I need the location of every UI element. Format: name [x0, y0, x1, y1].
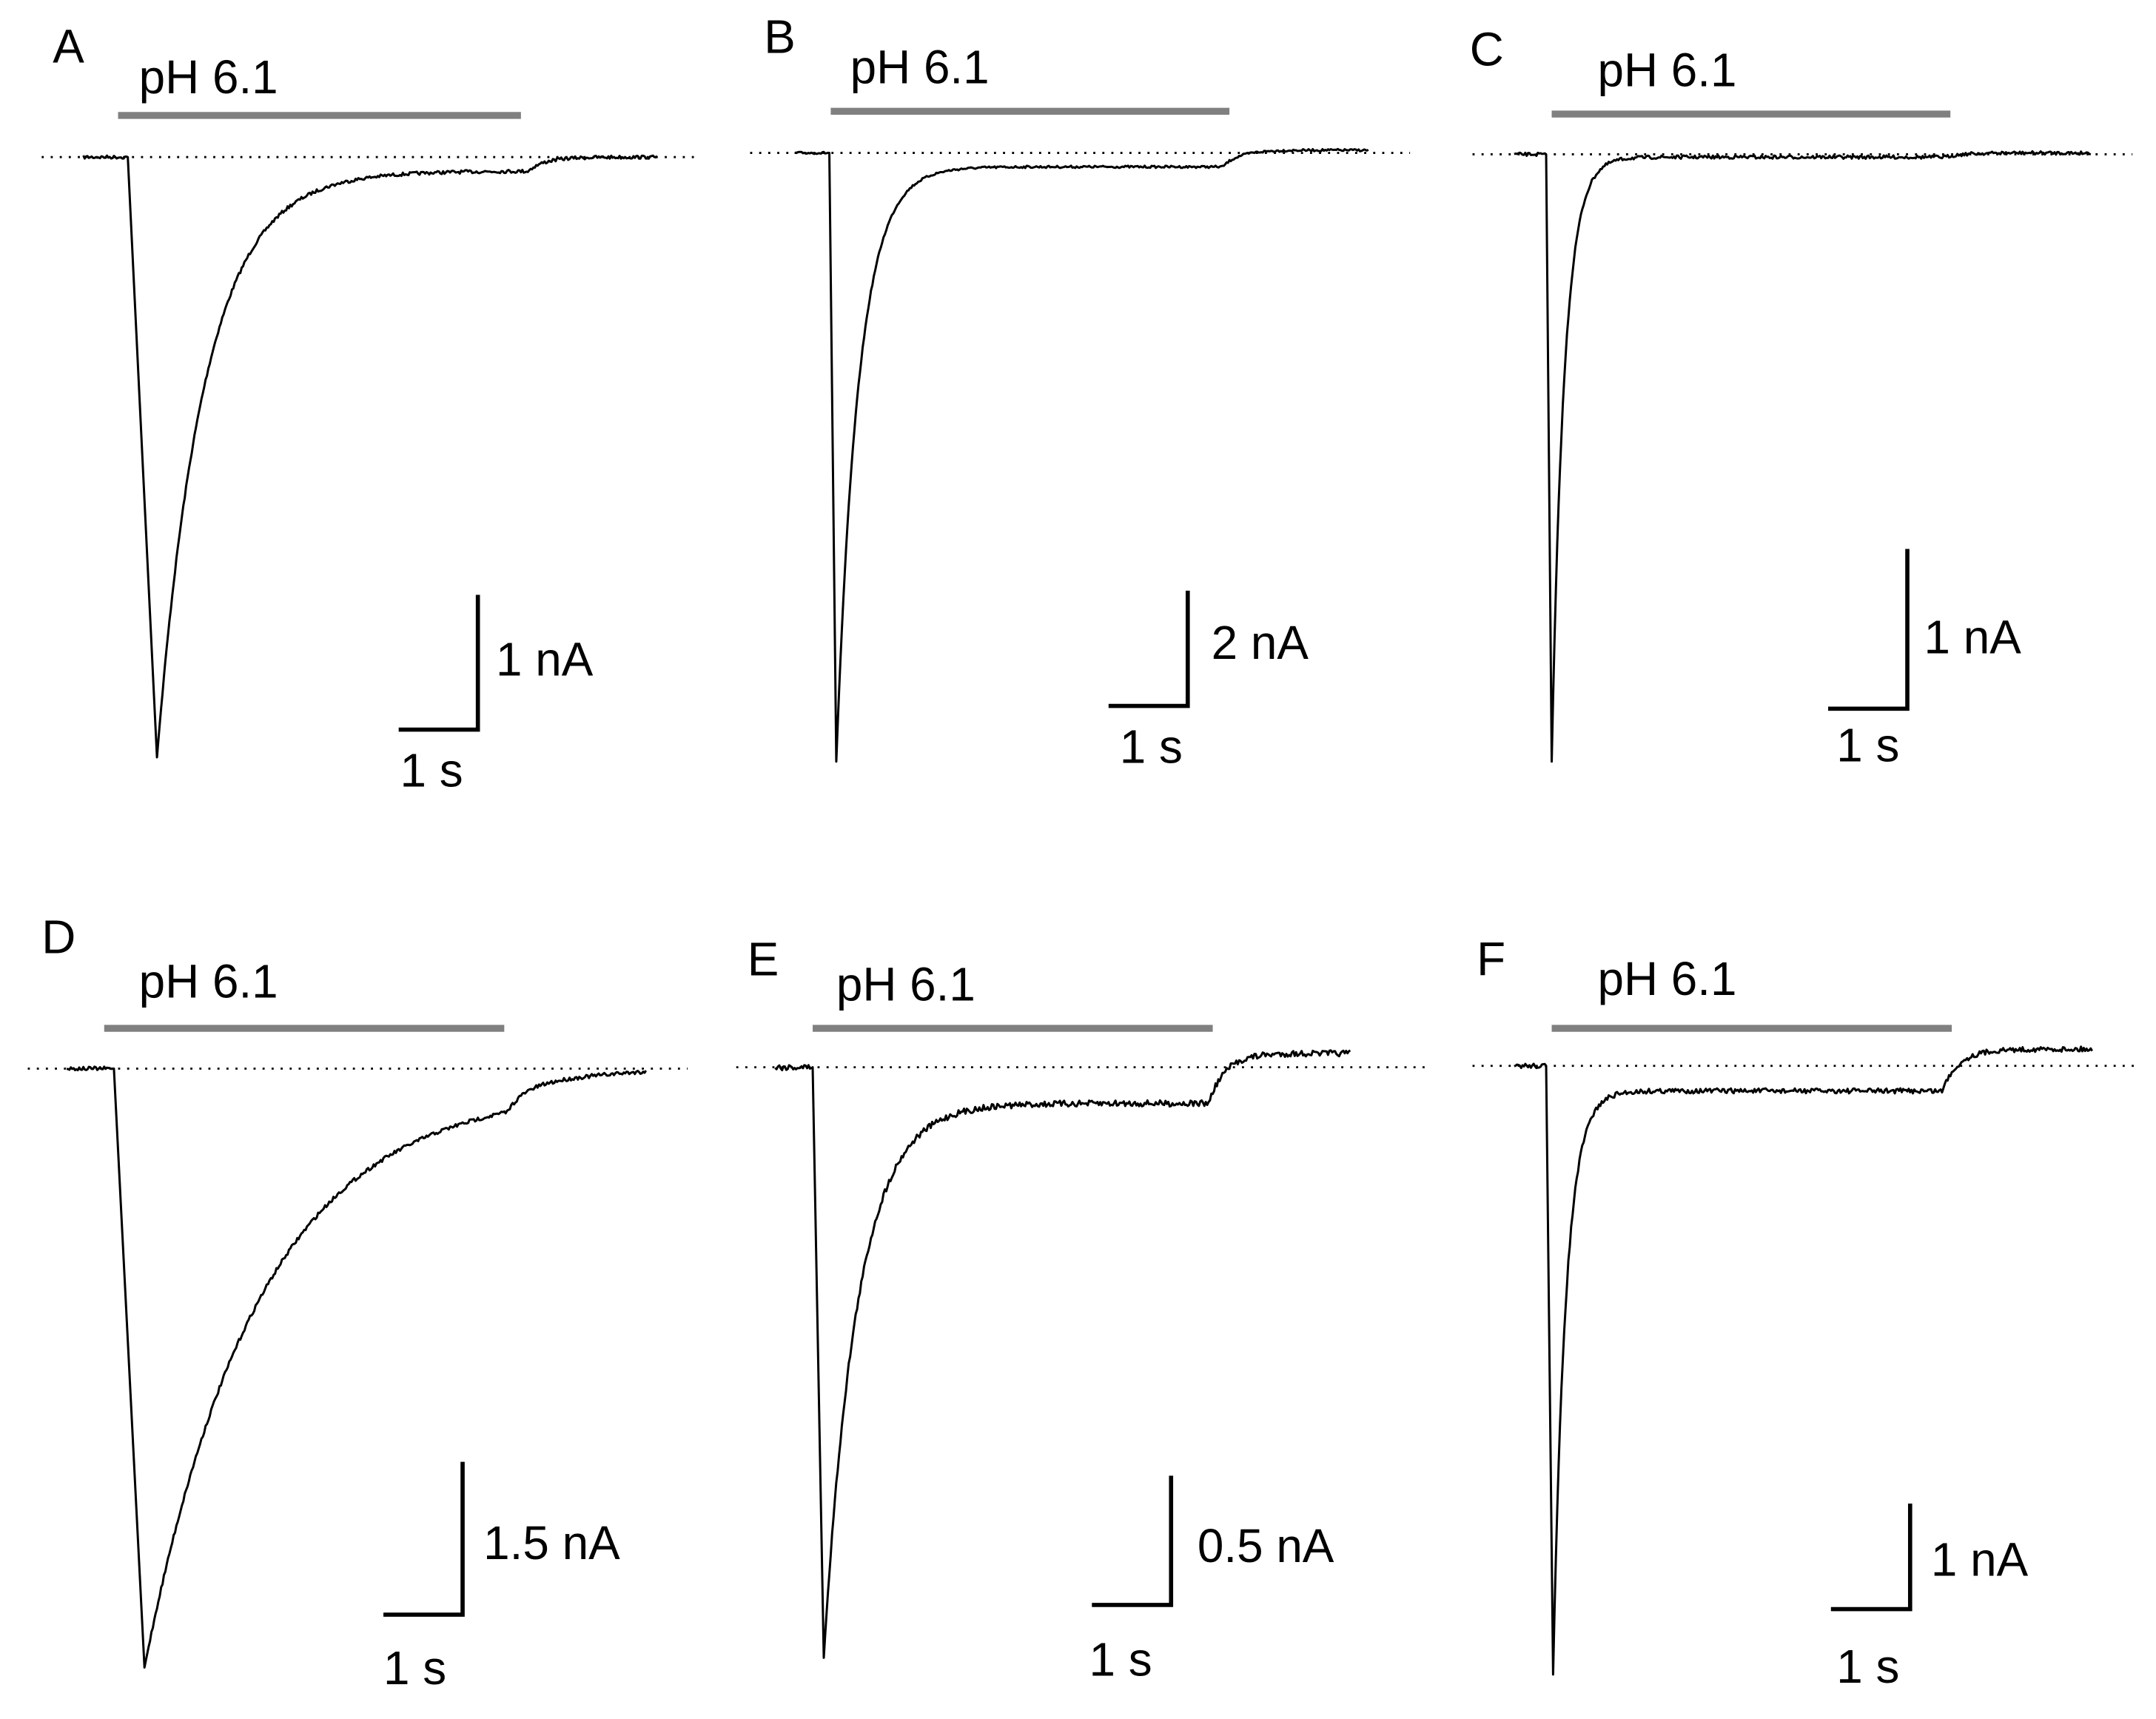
scale-bar [1830, 1503, 1912, 1612]
scale-x-label: 1 s [400, 743, 463, 797]
scale-bar [1092, 1475, 1174, 1607]
current-trace [794, 147, 1369, 763]
scale-x-label: 1 s [1836, 1640, 1899, 1693]
stimulus-label: pH 6.1 [1597, 952, 1736, 1005]
scale-y-label: 1.5 nA [483, 1516, 620, 1569]
scale-y-label: 1 nA [1931, 1533, 2029, 1586]
panel-label: D [41, 911, 75, 964]
panel-label: F [1477, 933, 1505, 986]
current-trace [774, 1049, 1351, 1659]
scale-y-label: 0.5 nA [1198, 1519, 1334, 1572]
scale-y-label: 1 nA [1924, 610, 2022, 663]
stimulus-label: pH 6.1 [139, 50, 278, 104]
stimulus-label: pH 6.1 [139, 955, 278, 1008]
scale-x-label: 1 s [1089, 1633, 1152, 1686]
panel-label: C [1470, 22, 1504, 76]
scale-x-label: 1 s [1836, 719, 1899, 772]
panel-label: E [748, 933, 779, 986]
scale-y-label: 2 nA [1212, 616, 1309, 669]
current-trace [82, 154, 658, 759]
scale-x-label: 1 s [383, 1641, 446, 1695]
scale-bar [383, 1461, 465, 1617]
stimulus-label: pH 6.1 [1597, 43, 1736, 96]
panel-label: B [764, 10, 796, 63]
stimulus-label: pH 6.1 [836, 958, 975, 1011]
scale-y-label: 1 nA [496, 632, 594, 686]
stimulus-label: pH 6.1 [850, 41, 990, 94]
scale-bar [398, 594, 480, 732]
scale-bar [1108, 590, 1190, 708]
current-trace [1514, 150, 2092, 763]
scale-bar [1828, 549, 1910, 711]
current-trace [1514, 1045, 2093, 1676]
panel-label: A [53, 20, 84, 73]
scale-x-label: 1 s [1120, 720, 1183, 774]
current-trace [67, 1065, 648, 1669]
